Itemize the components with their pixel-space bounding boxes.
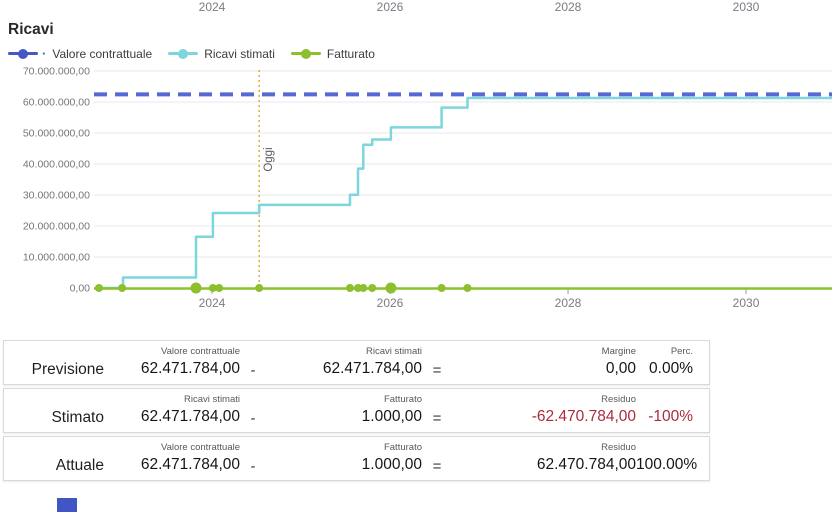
- table-row-stimato: Stimato Ricavi stimati 62.471.784,00 - F…: [3, 388, 710, 433]
- y-axis-label: 70.000.000,00: [23, 66, 90, 78]
- invoiced-point: [208, 284, 217, 292]
- line-marker-icon: [8, 48, 38, 60]
- row-label: Stimato: [51, 409, 104, 426]
- invoiced-point: [215, 284, 224, 292]
- revenue-chart[interactable]: 0,00 10.000.000,00 20.000.000,00 30.000.000…: [0, 0, 832, 318]
- invoiced-point: [463, 284, 472, 292]
- residuo-cell: Residuo 62.470.784,00: [536, 442, 636, 473]
- y-axis-label: 30.000.000,00: [23, 190, 90, 202]
- line-marker-icon: [290, 48, 321, 60]
- legend-item-ricavi-stimati[interactable]: Ricavi stimati: [168, 47, 275, 61]
- invoiced-point: [368, 284, 377, 292]
- invoiced-point: [190, 282, 202, 294]
- x-axis-label: 2026: [377, 296, 404, 310]
- y-axis-label: 20.000.000,00: [23, 221, 90, 233]
- invoiced-point: [118, 284, 127, 292]
- x-axis-label: 2028: [555, 296, 582, 310]
- legend-label: Fatturato: [326, 46, 375, 61]
- fatturato-cell: Fatturato 1.000,00: [361, 394, 422, 425]
- estimated-revenue-step-line: [99, 96, 832, 290]
- chart-title: Ricavi: [8, 21, 54, 38]
- upper-x-axis-label: 2028: [554, 0, 582, 14]
- y-axis-label: 40.000.000,00: [23, 159, 90, 171]
- minus-operator: -: [250, 410, 256, 427]
- valore-contrattuale-cell: Valore contrattuale 62.471.784,00: [140, 346, 240, 377]
- legend-item-valore-contrattuale[interactable]: · Valore contrattuale: [8, 46, 152, 61]
- chart-legend: · Valore contrattuale Ricavi stimati Fat…: [8, 46, 375, 61]
- equals-operator: =: [432, 362, 442, 379]
- line-marker-icon: [168, 48, 199, 60]
- today-label: Oggi: [263, 147, 275, 171]
- fatturato-cell: Fatturato 1.000,00: [361, 442, 422, 473]
- invoiced-point: [255, 284, 264, 292]
- invoiced-point: [345, 284, 354, 292]
- row-label: Attuale: [55, 457, 104, 474]
- x-axis-label: 2030: [733, 296, 760, 310]
- equals-operator: =: [432, 458, 442, 475]
- valore-contrattuale-cell: Valore contrattuale 62.471.784,00: [140, 442, 240, 473]
- minus-operator: -: [250, 362, 256, 379]
- table-row-previsione: Previsione Valore contrattuale 62.471.78…: [3, 340, 710, 385]
- dash-dot-icon: ·: [42, 46, 47, 61]
- residuo-cell: Residuo -62.470.784,00: [531, 394, 636, 425]
- x-axis-label: 2024: [199, 296, 226, 310]
- percent-cell: Perc. 0.00%: [649, 346, 693, 377]
- table-row-attuale: Attuale Valore contrattuale 62.471.784,0…: [3, 436, 710, 481]
- upper-x-axis-label: 2024: [198, 0, 226, 14]
- summary-table: Previsione Valore contrattuale 62.471.78…: [3, 340, 710, 484]
- invoiced-point: [94, 284, 103, 292]
- y-axis-label: 60.000.000,00: [23, 97, 90, 109]
- legend-label: Ricavi stimati: [204, 46, 275, 61]
- legend-label: Valore contrattuale: [52, 46, 153, 61]
- percent-cell: -100%: [648, 408, 693, 425]
- y-axis-label: 10.000.000,00: [23, 252, 90, 264]
- partial-blue-element: [57, 498, 77, 512]
- equals-operator: =: [432, 410, 442, 427]
- y-axis-label: 50.000.000,00: [23, 128, 90, 140]
- legend-item-fatturato[interactable]: Fatturato: [290, 46, 375, 61]
- invoiced-point: [359, 284, 368, 292]
- percent-cell: 100.00%: [636, 456, 698, 473]
- margine-cell: Margine 0,00: [601, 346, 636, 377]
- minus-operator: -: [250, 458, 256, 475]
- ricavi-stimati-cell: Ricavi stimati 62.471.784,00: [140, 394, 240, 425]
- upper-x-axis-label: 2030: [732, 0, 760, 14]
- ricavi-stimati-cell: Ricavi stimati 62.471.784,00: [322, 346, 422, 377]
- invoiced-point: [437, 284, 446, 292]
- invoiced-point: [385, 282, 397, 294]
- row-label: Previsione: [31, 361, 104, 378]
- y-axis-label: 0,00: [70, 283, 91, 295]
- upper-x-axis-label: 2026: [376, 0, 404, 14]
